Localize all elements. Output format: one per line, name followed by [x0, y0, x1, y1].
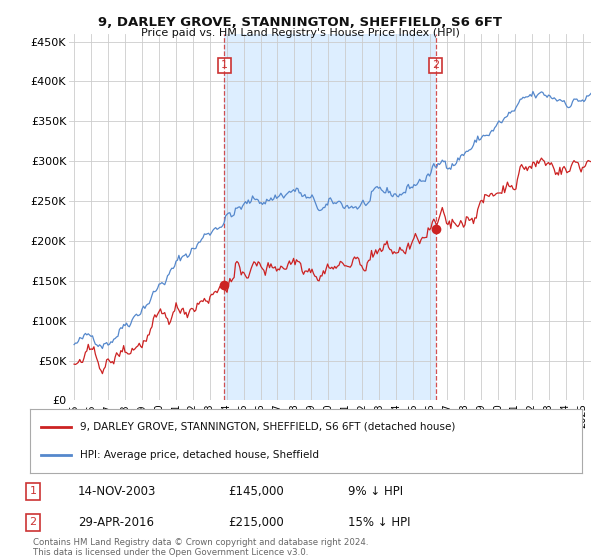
Text: £145,000: £145,000: [228, 485, 284, 498]
Text: 2: 2: [432, 60, 439, 71]
Text: 1: 1: [221, 60, 228, 71]
Text: 9, DARLEY GROVE, STANNINGTON, SHEFFIELD, S6 6FT: 9, DARLEY GROVE, STANNINGTON, SHEFFIELD,…: [98, 16, 502, 29]
Text: 14-NOV-2003: 14-NOV-2003: [78, 485, 157, 498]
Text: Contains HM Land Registry data © Crown copyright and database right 2024.
This d: Contains HM Land Registry data © Crown c…: [33, 538, 368, 557]
Bar: [224, 34, 436, 400]
Text: £215,000: £215,000: [228, 516, 284, 529]
Text: 15% ↓ HPI: 15% ↓ HPI: [348, 516, 410, 529]
Text: 29-APR-2016: 29-APR-2016: [78, 516, 154, 529]
Text: 9% ↓ HPI: 9% ↓ HPI: [348, 485, 403, 498]
Text: HPI: Average price, detached house, Sheffield: HPI: Average price, detached house, Shef…: [80, 450, 319, 460]
Text: 1: 1: [29, 487, 37, 496]
Text: Price paid vs. HM Land Registry's House Price Index (HPI): Price paid vs. HM Land Registry's House …: [140, 28, 460, 38]
Text: 9, DARLEY GROVE, STANNINGTON, SHEFFIELD, S6 6FT (detached house): 9, DARLEY GROVE, STANNINGTON, SHEFFIELD,…: [80, 422, 455, 432]
Text: 2: 2: [29, 517, 37, 527]
